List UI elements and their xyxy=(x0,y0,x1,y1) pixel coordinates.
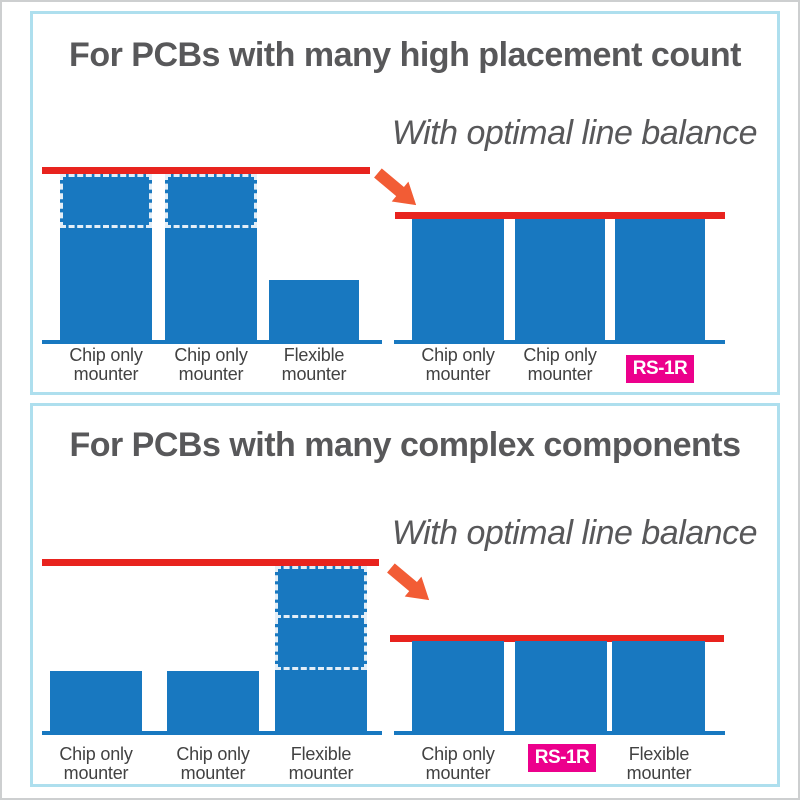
chart-baseline xyxy=(394,340,725,344)
balance-level-line xyxy=(395,212,725,219)
panel-title: For PCBs with many high placement count xyxy=(69,36,741,74)
chart-baseline xyxy=(394,731,725,735)
optimal-line-balance-caption: With optimal line balance xyxy=(391,514,758,552)
bar-flexible-mounter xyxy=(275,566,367,731)
after-chart: Chip only mounter RS-1R Flexible mounter xyxy=(33,406,777,784)
chart-baseline xyxy=(42,340,382,344)
machine-label: Chip only mounter xyxy=(174,345,248,384)
balance-level-line xyxy=(42,559,379,566)
before-chart: Chip only mounter Chip only mounter Flex… xyxy=(33,14,777,392)
bar-flexible-mounter xyxy=(269,280,359,340)
bar-chip-only-mounter-2 xyxy=(165,174,257,340)
overflow-capacity-segment xyxy=(165,174,257,228)
bar-chip-only-mounter xyxy=(412,641,504,731)
panel-title: For PCBs with many complex components xyxy=(69,426,741,464)
machine-label: Chip only mounter xyxy=(176,744,250,783)
bar-rs1r xyxy=(515,641,607,731)
after-chart: Chip only mounter Chip only mounter RS-1… xyxy=(33,14,777,392)
transfer-arrow xyxy=(382,558,437,610)
overflow-capacity-segment xyxy=(275,618,367,670)
machine-label: Flexible mounter xyxy=(288,744,354,783)
machine-label: Flexible mounter xyxy=(281,345,347,384)
overflow-capacity-segment xyxy=(60,174,152,228)
machine-label: Chip only mounter xyxy=(421,744,495,783)
bar-chip-only-mounter-1 xyxy=(50,671,142,731)
transfer-arrow xyxy=(369,163,424,215)
panel-complex-components: For PCBs with many complex components Wi… xyxy=(30,403,780,787)
bar-chip-only-mounter-2 xyxy=(515,219,605,340)
panel-high-placement-count: For PCBs with many high placement count … xyxy=(30,11,780,395)
bar-flexible-mounter xyxy=(612,641,705,731)
bar-chip-only-mounter-1 xyxy=(412,219,504,340)
optimal-line-balance-caption: With optimal line balance xyxy=(391,114,758,152)
machine-label: Chip only mounter xyxy=(69,345,143,384)
machine-label: Chip only mounter xyxy=(421,345,495,384)
machine-label: Flexible mounter xyxy=(626,744,692,783)
machine-label: Chip only mounter xyxy=(59,744,133,783)
bar-chip-only-mounter-1 xyxy=(60,174,152,340)
bar-chip-only-mounter-2 xyxy=(167,671,259,731)
rs1r-badge: RS-1R xyxy=(626,355,694,383)
balance-level-line xyxy=(390,635,724,642)
before-chart: Chip only mounter Chip only mounter Flex… xyxy=(33,406,777,784)
overflow-capacity-segment xyxy=(275,566,367,618)
machine-label: Chip only mounter xyxy=(523,345,597,384)
chart-baseline xyxy=(42,731,382,735)
rs1r-badge: RS-1R xyxy=(528,744,596,772)
bar-rs1r xyxy=(615,219,705,340)
balance-level-line xyxy=(42,167,370,174)
